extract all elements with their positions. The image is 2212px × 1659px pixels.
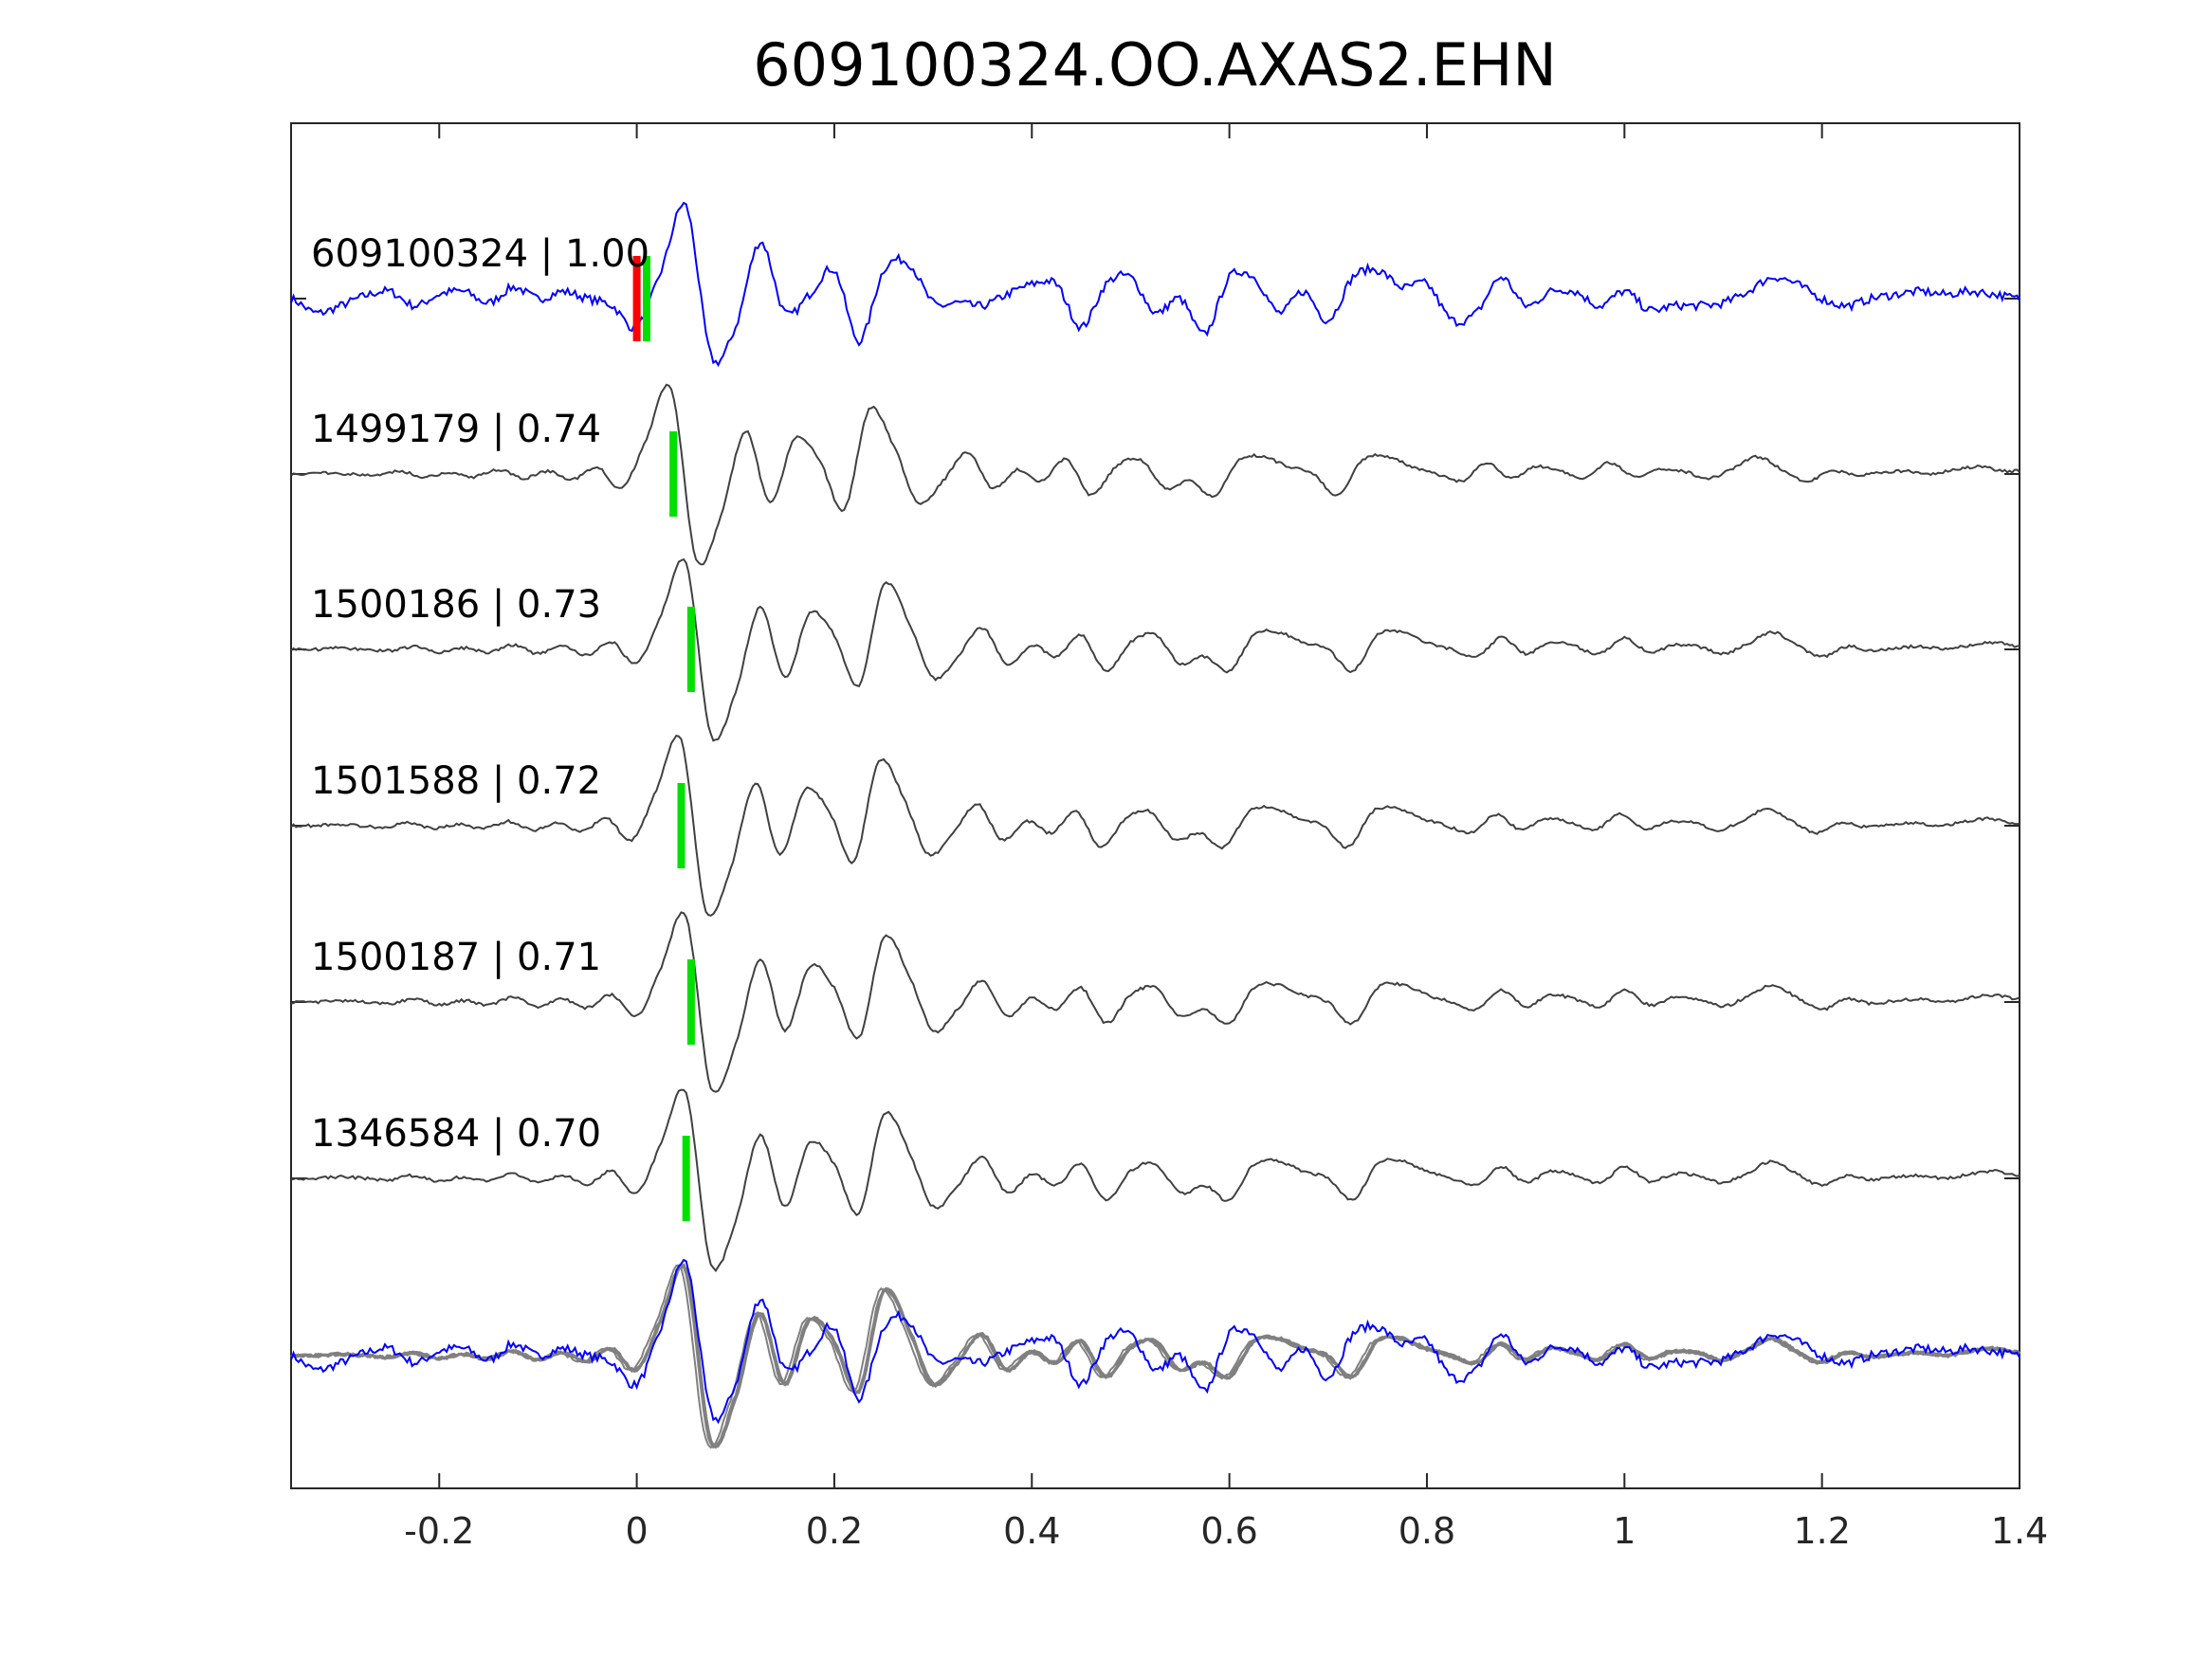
x-tick-label: 0.6 xyxy=(1200,1510,1257,1552)
x-tick-label: 0 xyxy=(626,1510,649,1552)
trace-label: 1501588 | 0.72 xyxy=(311,759,601,803)
trace-label: 609100324 | 1.00 xyxy=(311,232,649,276)
x-tick-label: 1.2 xyxy=(1793,1510,1850,1552)
x-tick-label: 0.4 xyxy=(1003,1510,1060,1552)
match-trace xyxy=(290,911,2020,1093)
match-trace xyxy=(290,383,2020,566)
overlay-reference-trace xyxy=(290,1258,2020,1425)
x-tick-label: 1 xyxy=(1613,1510,1636,1552)
match-trace xyxy=(290,557,2020,742)
chart-title: 609100324.OO.AXAS2.EHN xyxy=(753,30,1557,100)
reference-trace xyxy=(290,201,2020,368)
plot-frame xyxy=(290,122,2020,1489)
trace-label: 1500187 | 0.71 xyxy=(311,936,601,979)
x-tick-label: 1.4 xyxy=(1991,1510,2048,1552)
x-tick-label: 0.2 xyxy=(806,1510,863,1552)
trace-label: 1500186 | 0.73 xyxy=(311,583,601,627)
match-trace xyxy=(290,1088,2020,1273)
trace-label: 1346584 | 0.70 xyxy=(311,1112,601,1156)
match-trace xyxy=(290,734,2020,917)
trace-label: 1499179 | 0.74 xyxy=(311,408,601,451)
x-tick-label: 0.8 xyxy=(1398,1510,1455,1552)
x-tick-label: -0.2 xyxy=(404,1510,474,1552)
